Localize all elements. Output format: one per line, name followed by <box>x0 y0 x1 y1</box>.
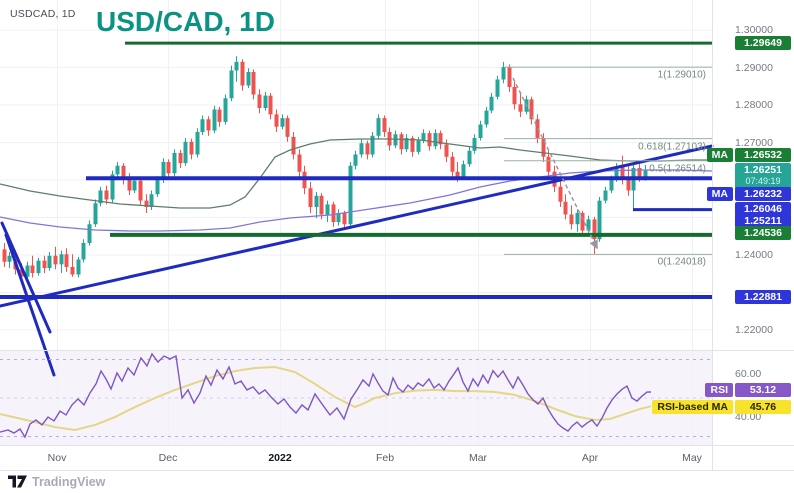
price-level-badge[interactable]: 1.25211 <box>735 214 791 228</box>
fibonacci-levels <box>504 66 712 255</box>
time-axis-label: Feb <box>375 452 395 464</box>
trend-lines <box>0 144 714 377</box>
moving-average-line <box>0 169 713 232</box>
tradingview-logo[interactable]: TradingView <box>8 474 105 489</box>
price-axis-tick: 1.24000 <box>735 249 773 261</box>
badge-prefix: MA <box>706 187 733 201</box>
moving-average-line <box>0 138 712 209</box>
price-level-badge[interactable]: MA 1.26532 <box>706 148 791 162</box>
rsi-line <box>0 352 652 439</box>
time-axis-label: May <box>682 452 702 464</box>
price-level-badge[interactable]: 1.22881 <box>735 290 791 304</box>
candlestick-series <box>2 56 648 282</box>
price-axis-tick: 1.28000 <box>735 99 773 111</box>
time-axis-label: Mar <box>468 452 488 464</box>
symbol-status-line[interactable]: USDCAD, 1D <box>10 8 76 20</box>
fibonacci-label: 1(1.29010) <box>657 69 706 81</box>
rsi-axis-tick: 60.00 <box>735 368 762 380</box>
badge-value: 1.26232 <box>735 187 791 201</box>
badge-value: 1.29649 <box>735 36 791 50</box>
tradingview-logo-icon <box>8 475 27 488</box>
badge-value: 1.22881 <box>735 290 791 304</box>
rsi-value-badge[interactable]: RSI 53.12 <box>705 383 791 397</box>
price-level-badge[interactable]: 1.24536 <box>735 226 791 240</box>
chart-title-annotation[interactable]: USD/CAD, 1D <box>96 6 275 37</box>
fibonacci-label: 0.5(1.26514) <box>649 163 706 175</box>
rsi-value-badge[interactable]: RSI-based MA 45.76 <box>652 400 791 414</box>
rsi-axis-tick: 40.00 <box>735 411 762 423</box>
price-axis-tick: 1.22000 <box>735 324 773 336</box>
badge-value: 1.26532 <box>735 148 791 162</box>
arrow-drawing <box>512 77 598 250</box>
rsi-panel-background <box>0 351 712 445</box>
badge-value: 1.26046 <box>735 202 791 216</box>
price-axis-tick: 1.27000 <box>735 136 773 149</box>
rsi-ma-line <box>0 366 652 431</box>
time-axis-label: Apr <box>581 452 599 464</box>
price-axis-tick: 1.30000 <box>735 24 773 36</box>
grid-lines <box>0 0 712 445</box>
badge-value: 53.12 <box>735 383 791 397</box>
time-axis-label: Nov <box>47 452 67 464</box>
badge-prefix: MA <box>706 148 733 162</box>
countdown-timer: 07:49:19 <box>745 176 781 186</box>
horizontal-levels <box>0 41 712 299</box>
fibonacci-label: 0(1.24018) <box>657 256 706 268</box>
price-level-badge[interactable]: 1.26251 07:49:19 <box>735 163 791 189</box>
badge-prefix: RSI <box>705 383 733 397</box>
badge-value: 1.26251 07:49:19 <box>735 163 791 189</box>
badge-prefix: RSI-based MA <box>652 400 733 414</box>
price-level-badge[interactable]: 1.26046 <box>735 202 791 216</box>
badge-value: 1.24536 <box>735 226 791 240</box>
tradingview-logo-text: TradingView <box>32 474 106 489</box>
badge-value: 45.76 <box>735 400 791 414</box>
time-axis-label: 2022 <box>268 452 292 464</box>
fibonacci-label: 0.618(1.27103) <box>638 141 706 153</box>
price-axis-tick: 1.29000 <box>735 61 773 74</box>
price-level-badge[interactable]: 1.29649 <box>735 36 791 50</box>
price-level-badge[interactable]: MA 1.26232 <box>706 187 791 201</box>
badge-value: 1.25211 <box>735 214 791 228</box>
time-axis-label: Dec <box>158 452 178 464</box>
